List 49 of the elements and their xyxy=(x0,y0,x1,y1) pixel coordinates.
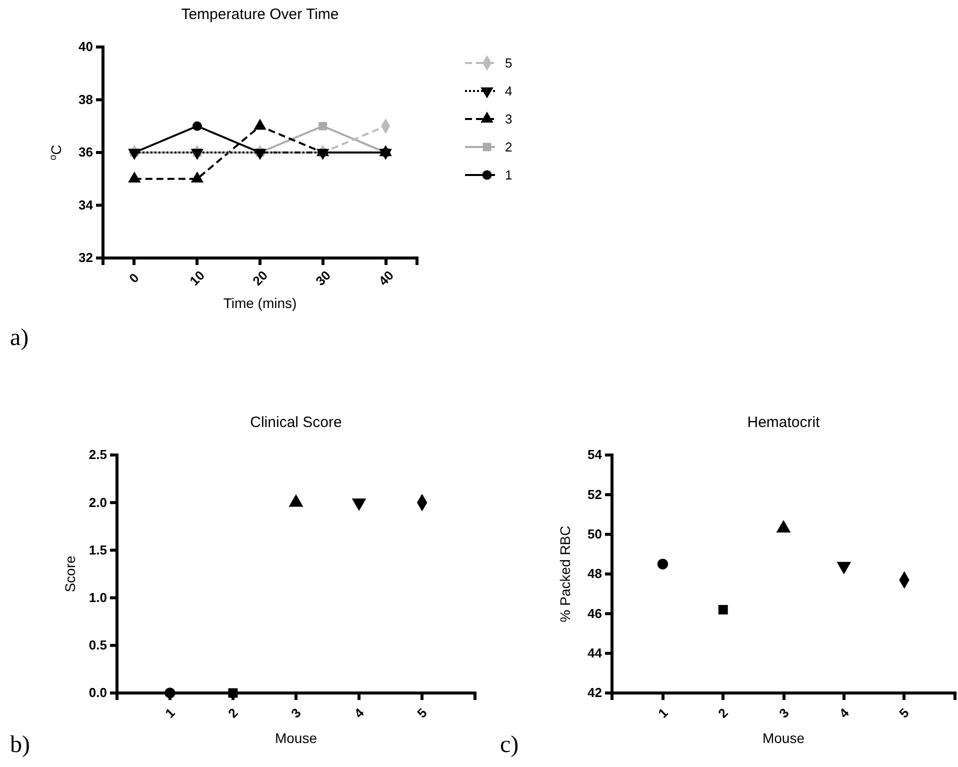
y-tick-label: 0.5 xyxy=(88,638,107,653)
x-tick-label: 3 xyxy=(776,705,792,721)
x-tick-label: 5 xyxy=(896,705,912,721)
y-tick-label: 50 xyxy=(588,526,602,542)
y-tick-label: 48 xyxy=(588,566,602,582)
text: b) xyxy=(10,732,30,758)
y-tick-label: 44 xyxy=(588,645,603,660)
x-tick-label: 1 xyxy=(655,705,671,721)
y-tick-label: 2.5 xyxy=(88,447,107,462)
x-tick-label: 40 xyxy=(376,268,396,288)
y-tick-label: 36 xyxy=(78,144,93,160)
chart-title: Clinical Score xyxy=(250,414,342,431)
y-tick-label: 1.5 xyxy=(88,542,107,558)
x-tick-label: 2 xyxy=(225,705,241,721)
legend-label: 5 xyxy=(505,56,512,71)
chart-title: Hematocrit xyxy=(747,414,821,431)
y-tick-label: 46 xyxy=(588,606,602,621)
legend-label: 3 xyxy=(505,112,512,127)
y-tick-label: 38 xyxy=(78,92,93,107)
y-axis-title: % Packed RBC xyxy=(557,526,573,622)
y-tick-label: 40 xyxy=(78,39,93,54)
x-axis-title: Time (mins) xyxy=(223,295,297,311)
legend-label: 4 xyxy=(505,84,512,99)
y-tick-label: 54 xyxy=(588,447,603,462)
x-tick-label: 3 xyxy=(288,705,304,721)
x-tick-label: 4 xyxy=(836,704,852,721)
x-tick-label: 4 xyxy=(351,704,368,721)
chart-title: Temperature Over Time xyxy=(181,6,339,23)
y-tick-label: 0.0 xyxy=(88,685,107,700)
text: a) xyxy=(10,325,29,351)
x-axis-title: Mouse xyxy=(762,730,805,746)
legend-label: 1 xyxy=(505,168,512,183)
x-tick-label: 10 xyxy=(186,268,208,288)
y-tick-label: 42 xyxy=(588,685,602,700)
y-tick-label: 52 xyxy=(588,486,602,502)
y-tick-label: 1.0 xyxy=(88,590,107,605)
x-axis-title: Mouse xyxy=(274,730,318,746)
x-tick-label: 1 xyxy=(162,705,178,721)
y-tick-label: 34 xyxy=(78,197,94,212)
x-tick-label: 20 xyxy=(250,268,270,288)
y-axis-title: Score xyxy=(62,556,78,592)
x-tick-label: 5 xyxy=(414,705,430,721)
y-tick-label: 32 xyxy=(78,250,93,266)
text: c) xyxy=(500,732,519,758)
y-tick-label: 2.0 xyxy=(88,494,107,510)
x-tick-label: 30 xyxy=(312,268,334,288)
x-tick-label: 0 xyxy=(126,270,142,286)
x-tick-label: 2 xyxy=(715,705,731,721)
legend-label: 2 xyxy=(505,140,512,155)
